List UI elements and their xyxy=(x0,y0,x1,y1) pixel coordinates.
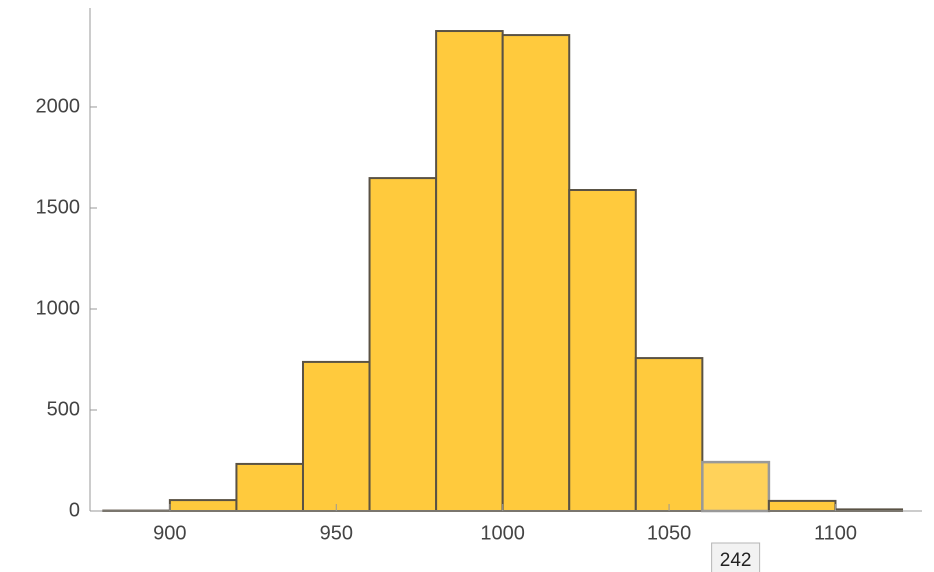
x-tick-label: 1000 xyxy=(480,522,525,544)
bar xyxy=(301,360,371,512)
y-tick-label: 1500 xyxy=(36,196,81,218)
y-tick-label: 2000 xyxy=(36,95,81,117)
bar xyxy=(235,462,304,512)
bar xyxy=(634,357,704,512)
tooltip-text: 242 xyxy=(720,550,752,571)
tooltip-box xyxy=(711,542,761,572)
bar xyxy=(168,499,238,512)
x-tick-label: 1100 xyxy=(814,522,857,544)
tooltip: 242 xyxy=(711,542,761,572)
bar xyxy=(767,499,837,512)
x-tick-label: 900 xyxy=(153,522,186,544)
y-tick-label: 500 xyxy=(47,398,80,420)
bar xyxy=(435,30,504,512)
bar xyxy=(501,34,571,513)
bar xyxy=(368,177,438,512)
y-tick-label: 1000 xyxy=(36,297,81,319)
x-tick-label: 950 xyxy=(320,522,353,544)
bar xyxy=(701,460,771,513)
x-tick-label: 1050 xyxy=(647,522,692,544)
y-tick-label: 0 xyxy=(69,499,80,521)
bar xyxy=(568,189,637,512)
